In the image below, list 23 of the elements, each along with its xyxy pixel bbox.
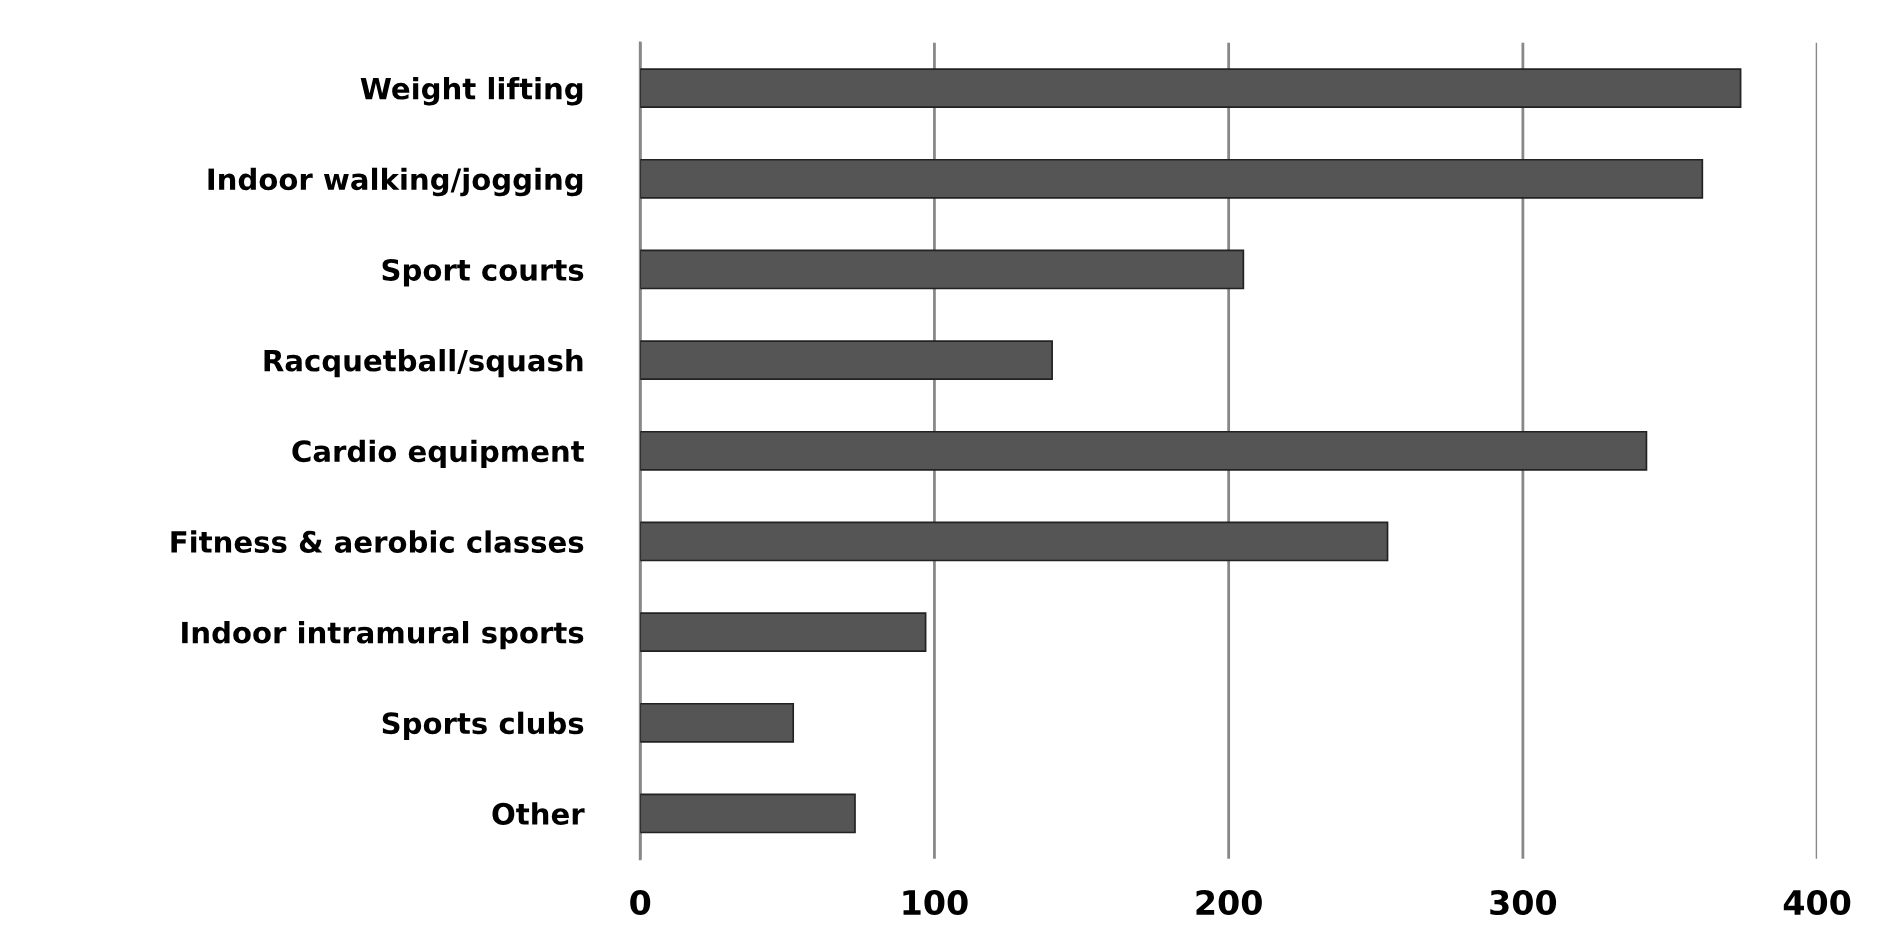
bar	[640, 340, 1053, 380]
bar	[640, 702, 795, 743]
y-tick-label: Fitness & aerobic classes	[171, 530, 584, 553]
bar	[640, 158, 1704, 199]
bar	[640, 793, 856, 834]
y-tick-label: Cardio equipment	[292, 439, 584, 468]
y-tick-label: Racquetball/squash	[264, 349, 583, 378]
bar	[640, 249, 1245, 290]
x-tick-label: 0	[630, 889, 651, 916]
x-tick-label: 400	[1783, 889, 1851, 916]
bar	[640, 68, 1742, 109]
bar	[640, 521, 1389, 562]
y-tick-label: Indoor walking/jogging	[208, 167, 583, 197]
x-tick-label: 300	[1490, 889, 1557, 916]
y-tick-label: Indoor intramural sports	[182, 621, 584, 650]
y-tick-label: Sport courts	[382, 258, 584, 287]
y-tick-label: Weight lifting	[360, 77, 583, 106]
bar	[640, 612, 927, 652]
x-tick-label: 200	[1196, 889, 1262, 916]
y-tick-label: Other	[492, 802, 585, 825]
bar	[640, 430, 1648, 471]
x-tick-label: 100	[903, 889, 968, 916]
y-tick-label: Sports clubs	[382, 711, 584, 740]
